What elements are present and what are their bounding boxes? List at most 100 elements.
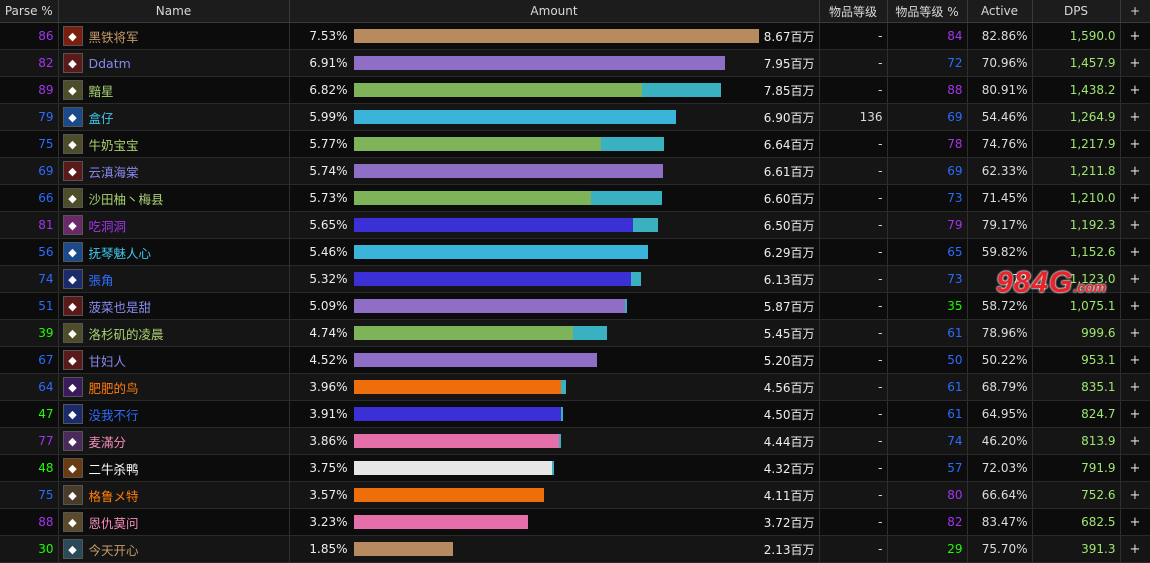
player-name[interactable]: 今天开心	[88, 542, 139, 558]
player-name[interactable]: 格鲁メ特	[88, 488, 139, 504]
expand-row-button[interactable]: +	[1120, 157, 1150, 185]
player-name-cell[interactable]: ◆ 菠菜也是甜	[58, 292, 290, 320]
player-name[interactable]: 没我不行	[88, 407, 139, 423]
player-name-cell[interactable]: ◆ 黑铁将军	[58, 22, 290, 50]
expand-row-button[interactable]: +	[1120, 184, 1150, 212]
expand-row-button[interactable]: +	[1120, 292, 1150, 320]
table-row[interactable]: 88 ◆ 恩仇莫问 3.23% 3.72百万 -82 83.47% 682.5 +	[0, 508, 1150, 536]
expand-row-button[interactable]: +	[1120, 76, 1150, 104]
player-name-cell[interactable]: ◆ Ddatm	[58, 49, 290, 77]
table-row[interactable]: 81 ◆ 吃洞洞 5.65% 6.50百万 -79 79.17% 1,192.3 +	[0, 211, 1150, 239]
header-item-level-percent[interactable]: 物品等级 %	[887, 0, 968, 23]
table-row[interactable]: 64 ◆ 肥肥的鸟 3.96% 4.56百万 -61 68.79% 835.1 +	[0, 373, 1150, 401]
amount-bar-track	[353, 461, 759, 475]
table-row[interactable]: 75 ◆ 牛奶宝宝 5.77% 6.64百万 -78 74.76% 1,217.9 +	[0, 130, 1150, 158]
active-percent: 82.86%	[967, 22, 1033, 50]
table-row[interactable]: 66 ◆ 沙田柚丶梅县 5.73% 6.60百万 -73 71.45% 1,210.0 +	[0, 184, 1150, 212]
expand-row-button[interactable]: +	[1120, 130, 1150, 158]
player-name[interactable]: 張角	[88, 272, 114, 288]
table-row[interactable]: 56 ◆ 抚琴魅人心 5.46% 6.29百万 -65 59.82% 1,152.6 +	[0, 238, 1150, 266]
header-parse[interactable]: Parse %	[0, 0, 59, 23]
expand-row-button[interactable]: +	[1120, 103, 1150, 131]
amount-percent: 3.91%	[309, 407, 348, 421]
amount-bar-main	[353, 29, 759, 43]
player-name[interactable]: 抚琴魅人心	[88, 245, 152, 261]
player-name-cell[interactable]: ◆ 張角	[58, 265, 290, 293]
player-name[interactable]: 黑铁将军	[88, 29, 139, 45]
expand-row-button[interactable]: +	[1120, 427, 1150, 455]
player-name[interactable]: 恩仇莫问	[88, 515, 139, 531]
header-item-level[interactable]: 物品等级	[819, 0, 888, 23]
player-name-cell[interactable]: ◆ 盒仔	[58, 103, 290, 131]
expand-row-button[interactable]: +	[1120, 508, 1150, 536]
table-row[interactable]: 75 ◆ 格鲁メ特 3.57% 4.11百万 -80 66.64% 752.6 +	[0, 481, 1150, 509]
expand-row-button[interactable]: +	[1120, 265, 1150, 293]
player-name[interactable]: 云滇海棠	[88, 164, 139, 180]
player-name-cell[interactable]: ◆ 抚琴魅人心	[58, 238, 290, 266]
player-name-cell[interactable]: ◆ 牛奶宝宝	[58, 130, 290, 158]
table-row[interactable]: 39 ◆ 洛杉矶的凌晨 4.74% 5.45百万 -61 78.96% 999.6 +	[0, 319, 1150, 347]
amount-cell: 3.57% 4.11百万	[289, 481, 820, 509]
header-add-column-button[interactable]: +	[1120, 0, 1150, 23]
table-row[interactable]: 47 ◆ 没我不行 3.91% 4.50百万 -61 64.95% 824.7 +	[0, 400, 1150, 428]
player-name-cell[interactable]: ◆ 肥肥的鸟	[58, 373, 290, 401]
player-name-cell[interactable]: ◆ 吃洞洞	[58, 211, 290, 239]
header-dps[interactable]: DPS	[1032, 0, 1121, 23]
item-level: -	[819, 157, 888, 185]
expand-row-button[interactable]: +	[1120, 373, 1150, 401]
player-name[interactable]: 沙田柚丶梅县	[88, 191, 164, 207]
player-name-cell[interactable]: ◆ 今天开心	[58, 535, 290, 563]
expand-row-button[interactable]: +	[1120, 49, 1150, 77]
table-row[interactable]: 69 ◆ 云滇海棠 5.74% 6.61百万 -69 62.33% 1,211.8 +	[0, 157, 1150, 185]
player-name[interactable]: 二牛杀鸭	[88, 461, 139, 477]
header-name[interactable]: Name	[58, 0, 290, 23]
table-row[interactable]: 74 ◆ 張角 5.32% 6.13百万 -73 72 1,123.0 +	[0, 265, 1150, 293]
expand-row-button[interactable]: +	[1120, 535, 1150, 563]
player-name[interactable]: Ddatm	[88, 55, 131, 71]
table-row[interactable]: 48 ◆ 二牛杀鸭 3.75% 4.32百万 -57 72.03% 791.9 +	[0, 454, 1150, 482]
player-name[interactable]: 黯星	[88, 83, 114, 99]
expand-row-button[interactable]: +	[1120, 454, 1150, 482]
expand-row-button[interactable]: +	[1120, 211, 1150, 239]
table-row[interactable]: 79 ◆ 盒仔 5.99% 6.90百万 136 69 54.46% 1,264.9 +	[0, 103, 1150, 131]
player-name-cell[interactable]: ◆ 洛杉矶的凌晨	[58, 319, 290, 347]
amount-value: 6.13百万	[763, 272, 815, 287]
player-name-cell[interactable]: ◆ 甘妇人	[58, 346, 290, 374]
player-name[interactable]: 盒仔	[88, 110, 114, 126]
player-name[interactable]: 甘妇人	[88, 353, 127, 369]
priest-icon: ◆	[62, 458, 83, 478]
table-row[interactable]: 82 ◆ Ddatm 6.91% 7.95百万 -72 70.96% 1,457.9 +	[0, 49, 1150, 77]
expand-row-button[interactable]: +	[1120, 481, 1150, 509]
header-active[interactable]: Active	[967, 0, 1033, 23]
player-name-cell[interactable]: ◆ 沙田柚丶梅县	[58, 184, 290, 212]
expand-row-button[interactable]: +	[1120, 400, 1150, 428]
amount-bar-secondary	[551, 461, 554, 475]
player-name-cell[interactable]: ◆ 二牛杀鸭	[58, 454, 290, 482]
player-name[interactable]: 肥肥的鸟	[88, 380, 139, 396]
player-name[interactable]: 牛奶宝宝	[88, 137, 139, 153]
player-name[interactable]: 麦滿分	[88, 434, 127, 450]
table-row[interactable]: 77 ◆ 麦滿分 3.86% 4.44百万 -74 46.20% 813.9 +	[0, 427, 1150, 455]
player-name-cell[interactable]: ◆ 麦滿分	[58, 427, 290, 455]
player-name[interactable]: 菠菜也是甜	[88, 299, 152, 315]
header-amount[interactable]: Amount	[289, 0, 820, 23]
player-name[interactable]: 洛杉矶的凌晨	[88, 326, 164, 342]
amount-cell: 5.65% 6.50百万	[289, 211, 820, 239]
item-level-percent: 80	[887, 481, 968, 509]
expand-row-button[interactable]: +	[1120, 319, 1150, 347]
player-name-cell[interactable]: ◆ 恩仇莫问	[58, 508, 290, 536]
table-row[interactable]: 51 ◆ 菠菜也是甜 5.09% 5.87百万 -35 58.72% 1,075.1 +	[0, 292, 1150, 320]
expand-row-button[interactable]: +	[1120, 22, 1150, 50]
table-row[interactable]: 30 ◆ 今天开心 1.85% 2.13百万 -29 75.70% 391.3 +	[0, 535, 1150, 563]
player-name-cell[interactable]: ◆ 没我不行	[58, 400, 290, 428]
player-name-cell[interactable]: ◆ 云滇海棠	[58, 157, 290, 185]
expand-row-button[interactable]: +	[1120, 238, 1150, 266]
expand-row-button[interactable]: +	[1120, 346, 1150, 374]
table-row[interactable]: 67 ◆ 甘妇人 4.52% 5.20百万 -50 50.22% 953.1 +	[0, 346, 1150, 374]
table-row[interactable]: 86 ◆ 黑铁将军 7.53% 8.67百万 -84 82.86% 1,590.0 +	[0, 22, 1150, 50]
player-name-cell[interactable]: ◆ 黯星	[58, 76, 290, 104]
amount-value: 6.64百万	[763, 137, 815, 152]
table-row[interactable]: 89 ◆ 黯星 6.82% 7.85百万 -88 80.91% 1,438.2 +	[0, 76, 1150, 104]
player-name[interactable]: 吃洞洞	[88, 218, 127, 234]
player-name-cell[interactable]: ◆ 格鲁メ特	[58, 481, 290, 509]
